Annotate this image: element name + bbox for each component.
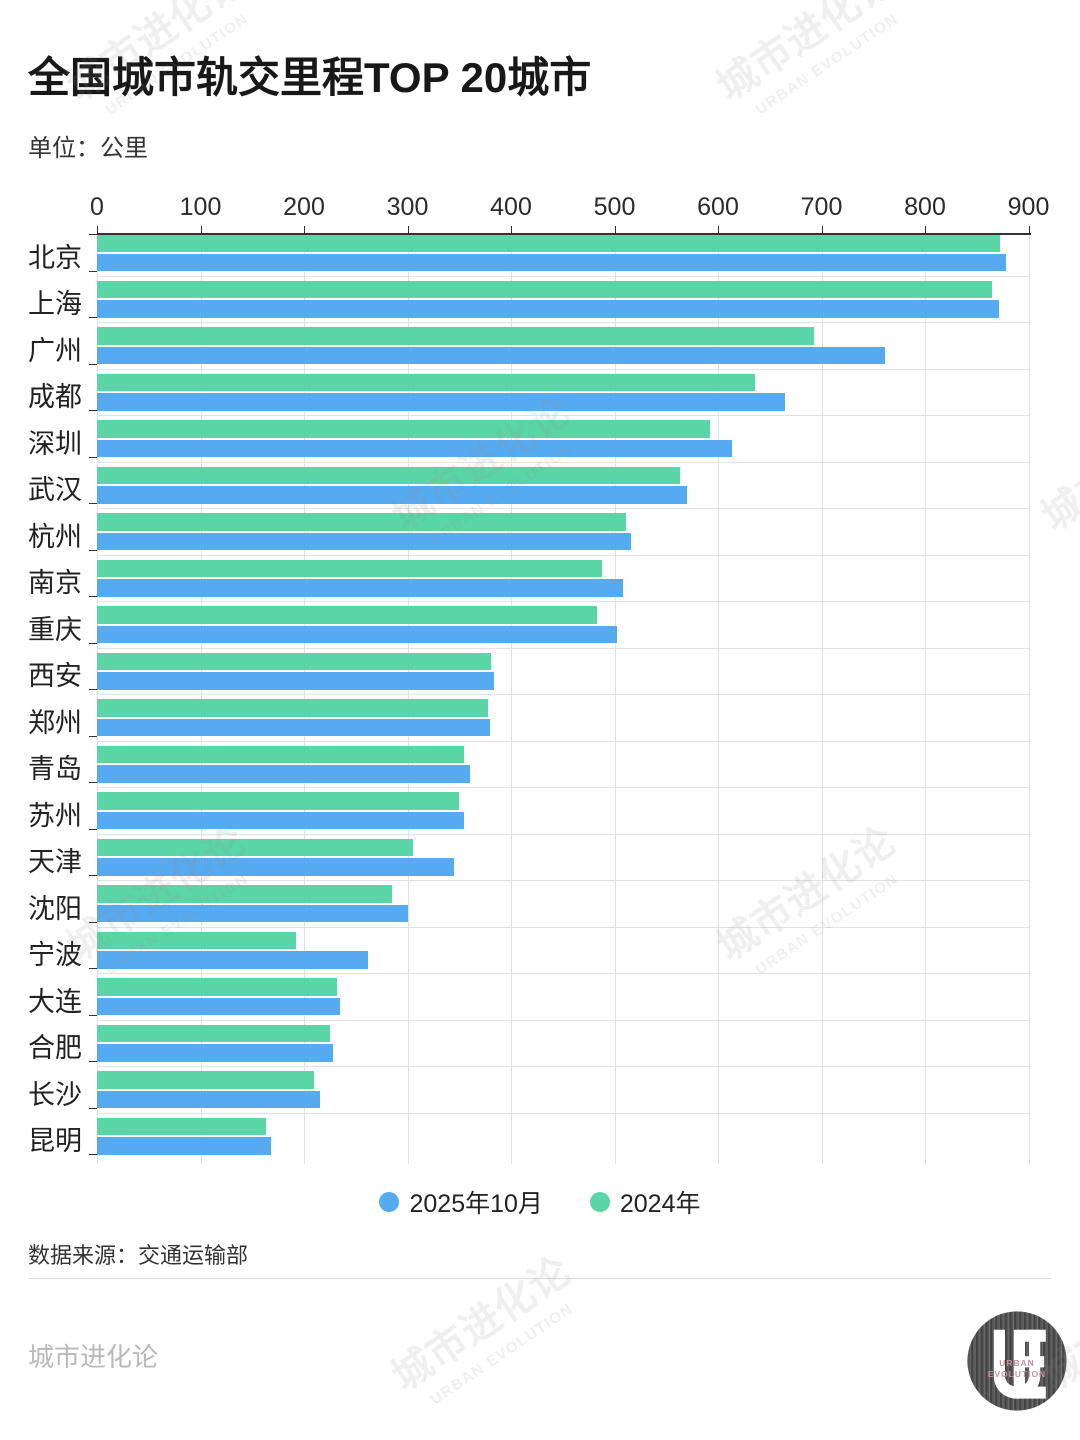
svg-text:URBAN: URBAN <box>999 1358 1035 1368</box>
svg-text:EVOLUTION: EVOLUTION <box>988 1369 1046 1379</box>
